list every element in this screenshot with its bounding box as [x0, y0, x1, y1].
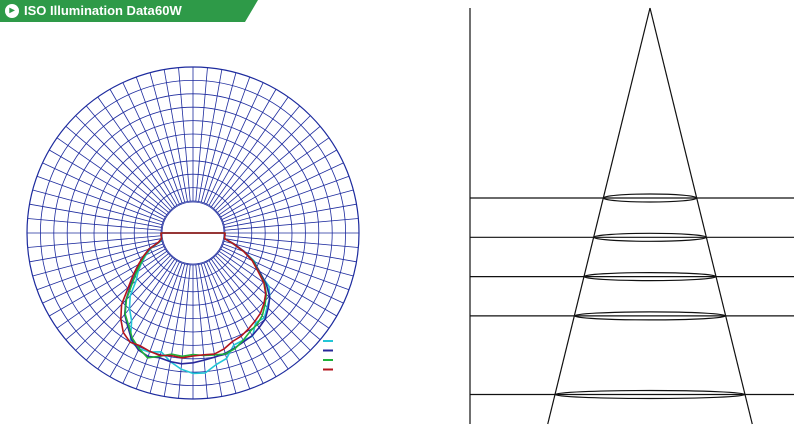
grid-spoke: [29, 238, 162, 263]
grid-spoke: [36, 175, 164, 223]
grid-spoke: [220, 248, 337, 317]
chevron-right-icon: ▸: [5, 4, 19, 18]
grid-spoke: [206, 261, 264, 384]
grid-spoke: [109, 260, 178, 377]
grid-spoke: [224, 235, 359, 248]
grid-spoke: [208, 89, 277, 206]
grid-spoke: [195, 67, 208, 202]
grid-spoke: [198, 69, 223, 202]
grid-spoke: [85, 105, 173, 209]
grid-spoke: [149, 263, 186, 394]
grid-spoke: [27, 235, 162, 248]
grid-spoke: [222, 175, 350, 223]
cone-right-edge: [649, 7, 753, 425]
light-ellipse: [593, 232, 707, 242]
light-ellipse: [602, 193, 698, 203]
grid-spoke: [206, 82, 264, 205]
grid-spoke: [149, 72, 186, 203]
grid-spoke: [223, 189, 354, 226]
grid-spoke: [220, 149, 337, 218]
grid-spoke: [75, 115, 171, 211]
grid-spoke: [97, 258, 175, 370]
light-ellipse: [554, 389, 746, 400]
grid-spoke: [223, 240, 354, 277]
grid-spoke: [213, 257, 301, 361]
grid-spoke: [221, 162, 344, 220]
grid-spoke: [224, 218, 359, 231]
grid-spoke: [218, 137, 330, 215]
grid-spoke: [49, 248, 166, 317]
light-ellipse: [573, 311, 727, 321]
grid-spoke: [211, 258, 289, 370]
grid-spoke: [56, 137, 168, 215]
grid-spoke: [36, 243, 164, 291]
grid-spoke: [122, 261, 180, 384]
grid-spoke: [203, 76, 251, 204]
grid-spoke: [135, 76, 183, 204]
cone-left-edge: [547, 7, 651, 425]
grid-spoke: [65, 125, 169, 213]
grid-spoke: [224, 238, 357, 263]
header-banner: ▸ ISO Illumination Data 60W: [0, 0, 258, 22]
grid-spoke: [221, 246, 344, 304]
grid-spoke: [215, 255, 311, 351]
grid-spoke: [224, 203, 357, 228]
grid-spoke: [32, 240, 163, 277]
header-power: 60W: [155, 3, 182, 18]
grid-spoke: [27, 218, 162, 231]
grid-spoke: [42, 162, 165, 220]
grid-spoke: [200, 263, 237, 394]
header-title: ISO Illumination Data: [24, 3, 155, 18]
grid-spoke: [213, 105, 301, 209]
grid-spoke: [215, 115, 311, 211]
grid-spoke: [122, 82, 180, 205]
grid-spoke: [208, 260, 277, 377]
grid-spoke: [56, 251, 168, 329]
grid-spoke: [218, 251, 330, 329]
grid-spoke: [200, 72, 237, 203]
grid-spoke: [178, 264, 191, 399]
grid-spoke: [211, 96, 289, 208]
grid-spoke: [109, 89, 178, 206]
grid-spoke: [203, 262, 251, 390]
grid-spoke: [217, 125, 321, 213]
grid-spoke: [198, 264, 223, 397]
grid-spoke: [163, 69, 188, 202]
grid-spoke: [65, 253, 169, 341]
grid-spoke: [135, 262, 183, 390]
grid-spoke: [163, 264, 188, 397]
grid-spoke: [29, 203, 162, 228]
grid-spoke: [97, 96, 175, 208]
grid-spoke: [178, 67, 191, 202]
series-line-c90: [120, 232, 267, 359]
grid-spoke: [49, 149, 166, 218]
grid-spoke: [195, 264, 208, 399]
grid-spoke: [32, 189, 163, 226]
light-ellipse: [583, 272, 717, 282]
